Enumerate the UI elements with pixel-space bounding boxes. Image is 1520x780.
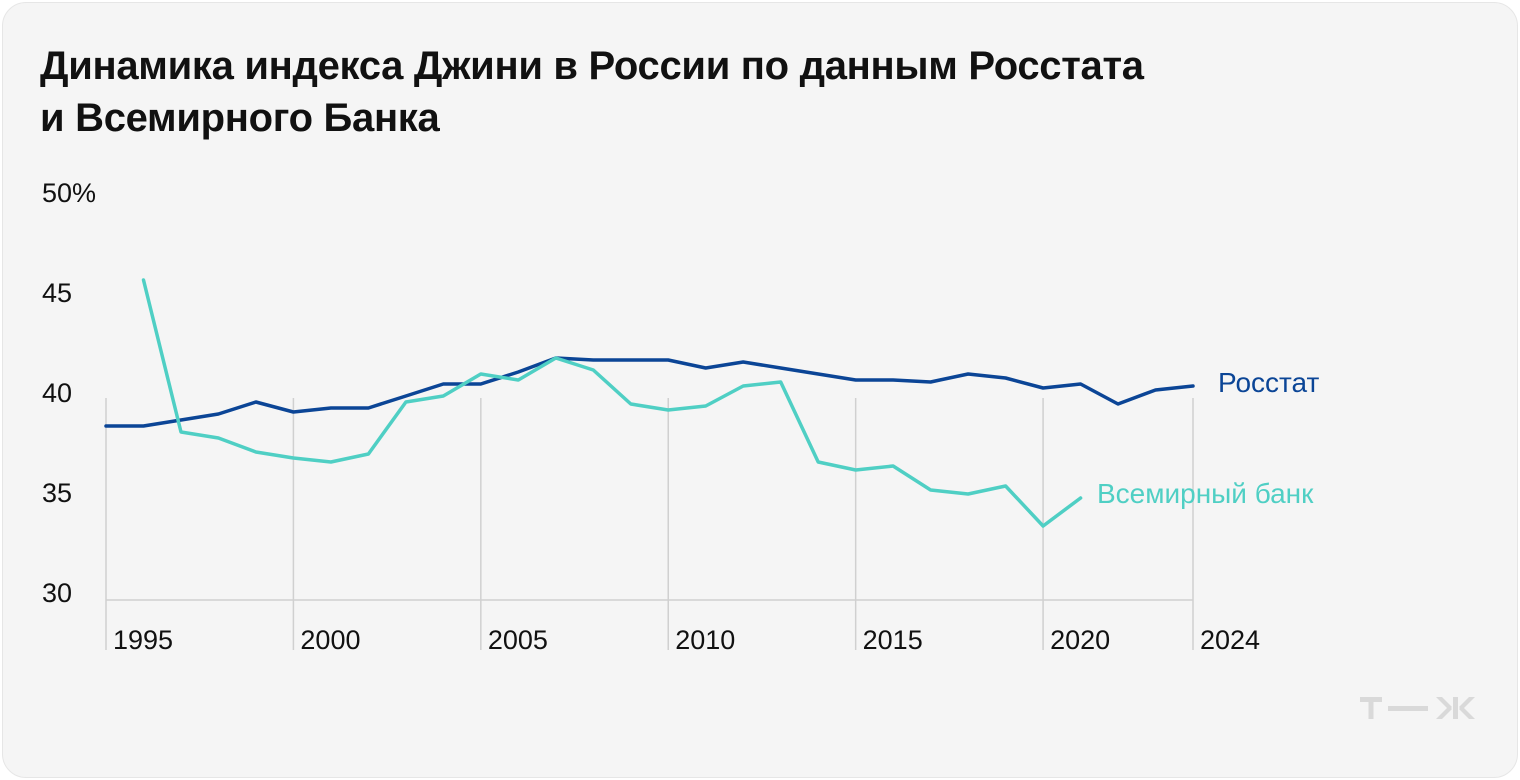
- x-tick-label-2020: 2020: [1050, 625, 1110, 655]
- y-tick-label-40: 40: [42, 378, 72, 408]
- chart-title-line-1: Динамика индекса Джини в России по данны…: [40, 44, 1144, 88]
- y-tick-label-45: 45: [42, 278, 72, 308]
- y-tick-label-50: 50%: [42, 178, 96, 208]
- chart-title-line-2: и Всемирного Банка: [40, 96, 440, 140]
- x-tick-label-2005: 2005: [488, 625, 548, 655]
- grid-layer: [105, 398, 1194, 650]
- series-layer: [104, 278, 1195, 528]
- chart-title: Динамика индекса Джини в России по данны…: [40, 40, 1340, 144]
- series-line-worldbank: [141, 278, 1083, 528]
- y-tick-label-30: 30: [42, 578, 72, 608]
- x-tick-label-2000: 2000: [300, 625, 360, 655]
- x-tick-label-2010: 2010: [675, 625, 735, 655]
- x-tick-label-2024: 2024: [1200, 625, 1260, 655]
- tzh-logo: [1360, 697, 1475, 719]
- series-line-rosstat: [104, 356, 1195, 428]
- x-tick-label-1995: 1995: [113, 625, 173, 655]
- x-axis-ticks: 1995 2000 2005 2010 2015 2020 2024: [113, 625, 1260, 655]
- y-axis-ticks: 50% 45 40 35 30: [42, 178, 96, 608]
- x-tick-label-2015: 2015: [863, 625, 923, 655]
- series-label-rosstat: Росстат: [1218, 367, 1319, 398]
- series-label-worldbank: Всемирный банк: [1097, 478, 1314, 509]
- y-tick-label-35: 35: [42, 478, 72, 508]
- series-labels: Росстат Всемирный банк: [1097, 367, 1319, 509]
